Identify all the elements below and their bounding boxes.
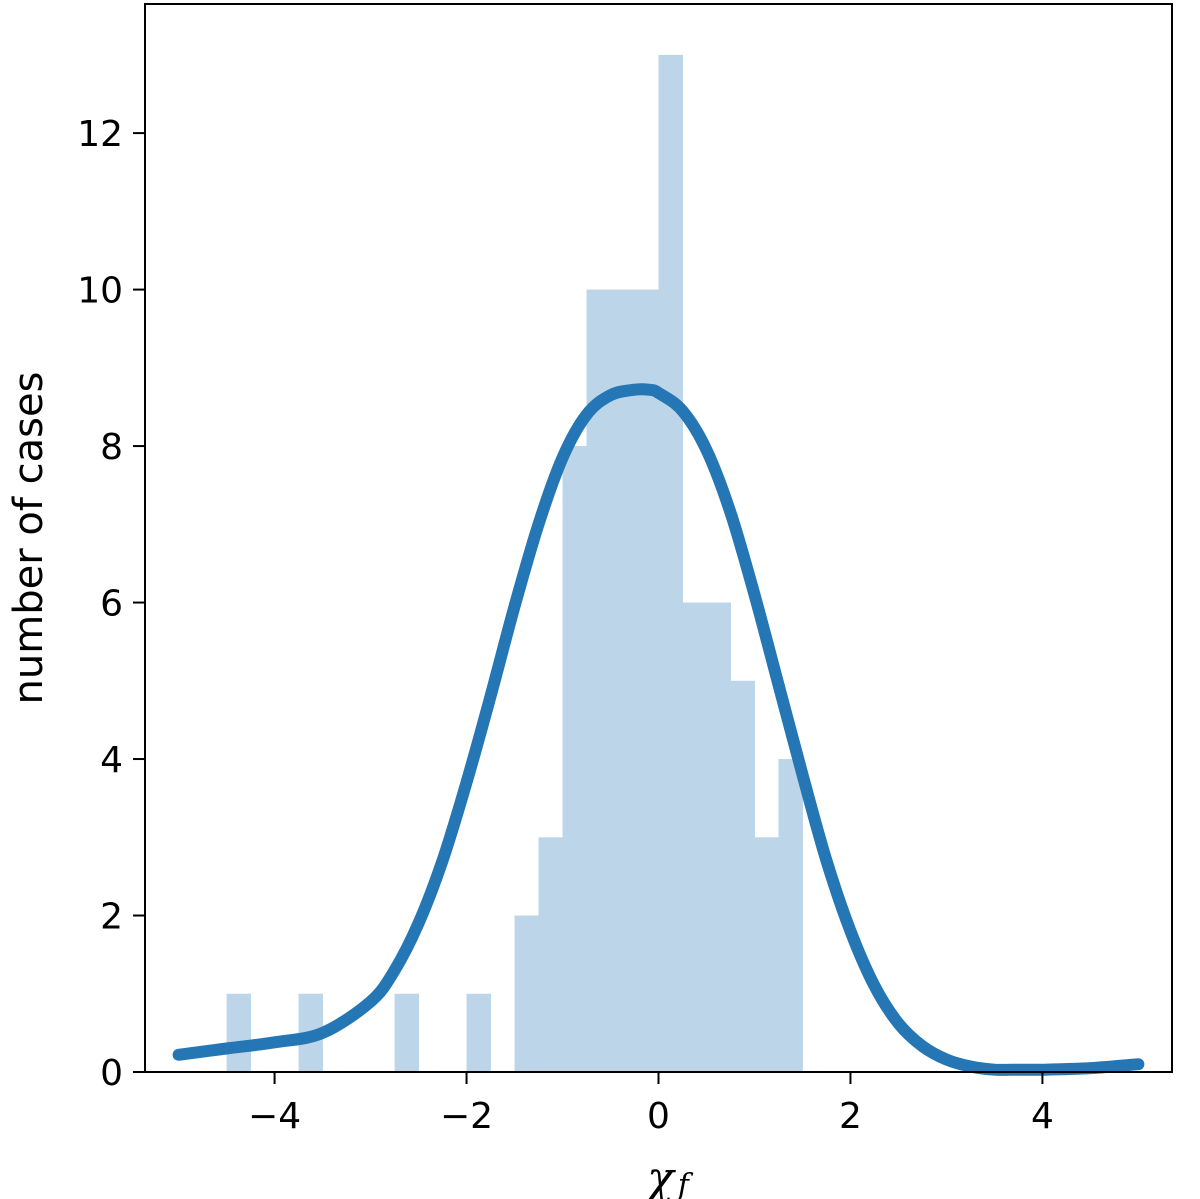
y-axis-label: number of cases <box>6 372 52 705</box>
histogram-bar <box>706 602 731 1072</box>
histogram-bar <box>634 289 659 1073</box>
y-tick-label: 12 <box>77 114 123 155</box>
histogram-bar <box>394 993 420 1072</box>
histogram-bar <box>682 602 707 1072</box>
x-tick-label: 0 <box>647 1096 670 1137</box>
x-tick-label: 2 <box>839 1096 862 1137</box>
fit-curve-line <box>172 383 1145 1076</box>
histogram-bar <box>538 837 564 1072</box>
x-tick-label: −2 <box>440 1096 493 1137</box>
histogram-bar <box>226 993 252 1072</box>
y-tick-label: 4 <box>100 740 123 781</box>
histogram-bar <box>730 680 755 1072</box>
histogram-bar <box>610 289 636 1073</box>
histogram-bar <box>586 289 612 1073</box>
y-tick-label: 0 <box>100 1053 123 1094</box>
y-tick-label: 6 <box>100 584 123 625</box>
histogram-bar <box>754 837 779 1072</box>
histogram-bars <box>226 54 803 1073</box>
y-axis-ticks: 0 2 4 6 8 10 12 <box>77 114 145 1094</box>
y-tick-label: 2 <box>100 897 123 938</box>
histogram-bar <box>466 993 492 1072</box>
x-axis-label-symbol: χ <box>644 1153 676 1199</box>
histogram-bar <box>658 54 683 1073</box>
x-axis-ticks: −4 −2 0 2 4 <box>248 1072 1054 1137</box>
x-tick-label: 4 <box>1031 1096 1054 1137</box>
histogram-bar <box>514 915 540 1072</box>
x-tick-label: −4 <box>248 1096 301 1137</box>
y-tick-label: 8 <box>100 427 123 468</box>
y-tick-label: 10 <box>77 271 123 312</box>
histogram-bar <box>778 759 803 1072</box>
histogram-bar <box>562 446 588 1073</box>
x-axis-label-subscript: f <box>676 1168 694 1199</box>
